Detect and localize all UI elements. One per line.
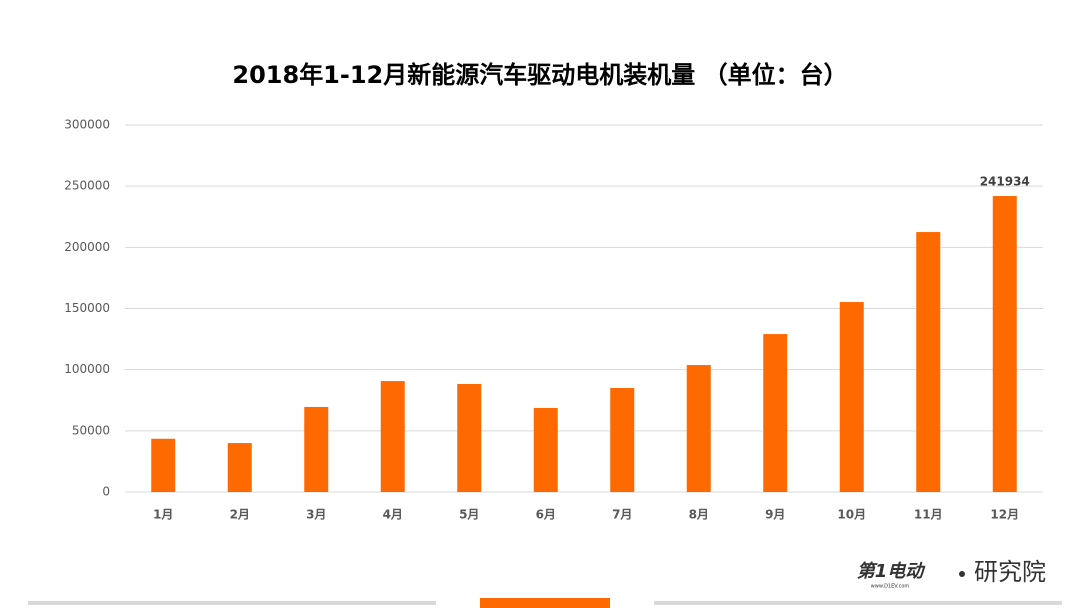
footer-bar (654, 601, 1062, 605)
bar (457, 383, 482, 492)
x-tick-label: 5月 (459, 508, 479, 522)
bar (610, 388, 635, 492)
bar (151, 438, 176, 492)
x-tick-label: 3月 (306, 508, 326, 522)
y-tick-label: 50000 (72, 423, 110, 437)
y-tick-label: 200000 (64, 240, 110, 254)
y-tick-label: 250000 (64, 179, 110, 193)
logo-brand: 第1电动 (857, 561, 927, 582)
y-tick-label: 0 (102, 485, 110, 499)
bar (686, 365, 711, 492)
bar (916, 232, 941, 492)
logo-site: www.D1EV.com (871, 584, 910, 590)
x-tick-label: 2月 (230, 508, 250, 522)
y-tick-label: 300000 (64, 118, 110, 132)
x-tick-label: 4月 (383, 508, 403, 522)
bar (380, 381, 405, 492)
bar (304, 406, 329, 492)
footer-accent (480, 598, 610, 608)
chart-title: 2018年1-12月新能源汽车驱动电机装机量 （单位：台） (232, 61, 847, 89)
x-tick-label: 9月 (765, 508, 785, 522)
x-tick-label: 1月 (153, 508, 173, 522)
x-tick-label: 10月 (837, 508, 866, 522)
bar (533, 407, 558, 492)
value-label: 241934 (980, 175, 1030, 189)
logo-dot (959, 571, 965, 577)
footer-bar (28, 601, 436, 605)
x-tick-label: 12月 (990, 508, 1019, 522)
logo-suffix: 研究院 (974, 558, 1046, 586)
y-tick-label: 100000 (64, 362, 110, 376)
bar (992, 196, 1017, 493)
x-tick-label: 7月 (612, 508, 632, 522)
x-tick-label: 8月 (689, 508, 709, 522)
x-tick-label: 6月 (536, 508, 556, 522)
bar (839, 302, 864, 492)
y-tick-label: 150000 (64, 301, 110, 315)
bar (763, 334, 788, 492)
bar (227, 443, 252, 492)
x-tick-label: 11月 (914, 508, 943, 522)
